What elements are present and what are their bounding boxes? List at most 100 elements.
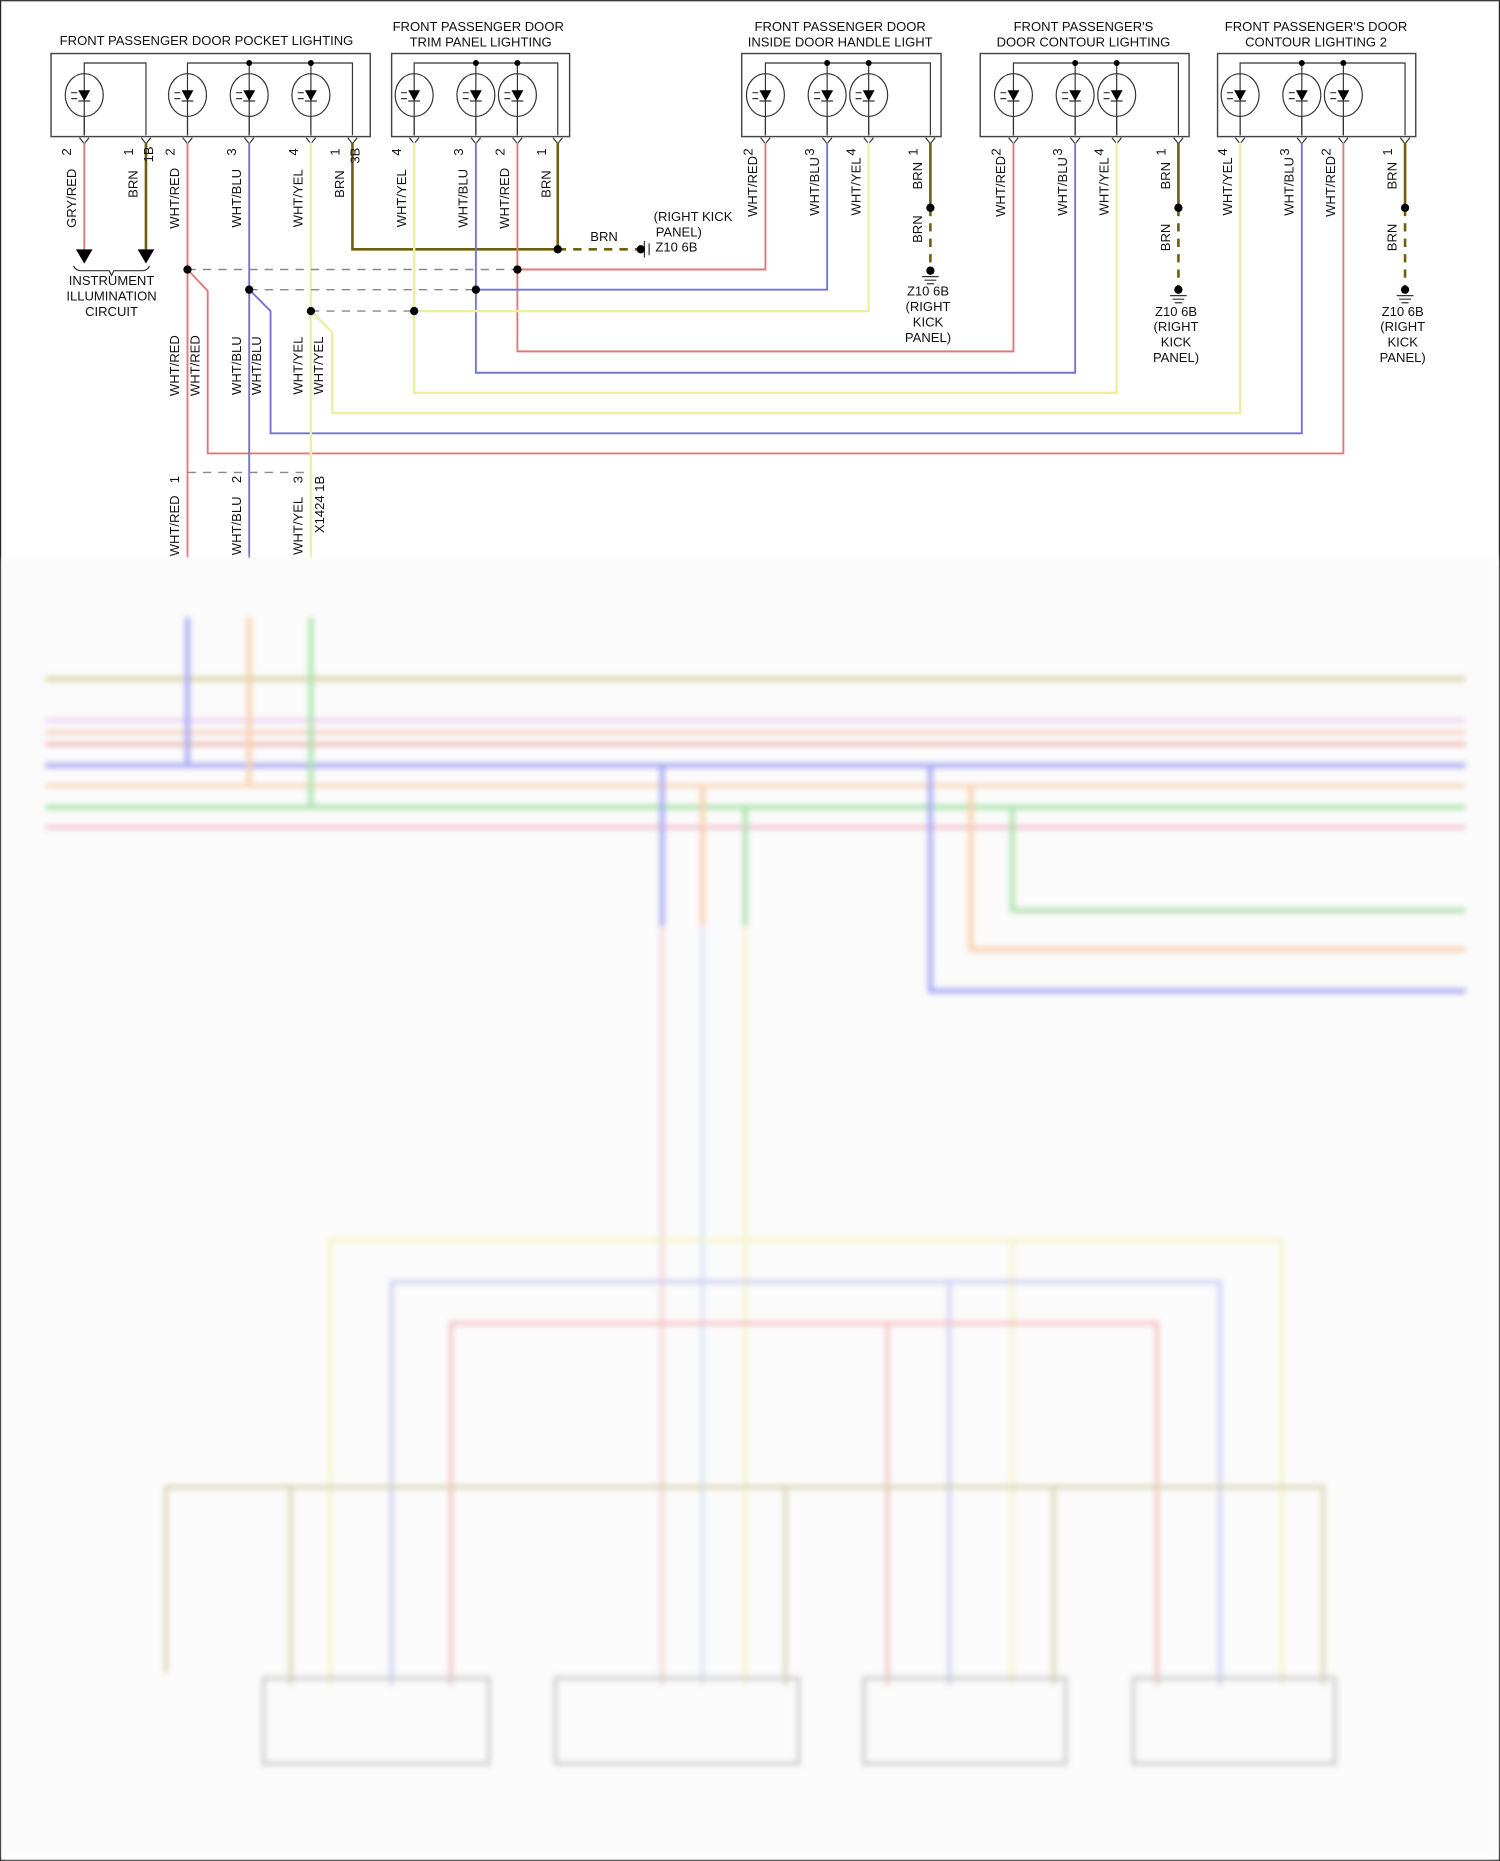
svg-text:WHT/BLU: WHT/BLU [456,169,471,228]
component-box-1 [390,52,571,145]
trim-labels: 4 3 2 1 WHT/YEL WHT/BLU WHT/RED BRN BRN … [389,148,733,254]
led-icon [745,73,786,136]
ground-icon [1170,285,1187,304]
pin-number: 2 [988,148,1003,155]
ground-label: (RIGHT [1154,319,1199,334]
svg-text:3: 3 [291,476,306,483]
led-icon [394,73,434,136]
wire-label: WHT/YEL [1220,157,1235,215]
svg-text:PANEL): PANEL) [656,224,702,239]
ground-label: PANEL) [1153,350,1199,365]
ground-label: (RIGHT [906,299,951,314]
svg-text:4: 4 [286,148,301,155]
wire-label: WHT/YEL [1096,157,1111,215]
led-icon [497,73,537,136]
wires [73,142,1407,558]
ground-symbols [922,266,1414,304]
svg-text:WHT/YEL: WHT/YEL [394,169,409,227]
component-boxes [50,52,1417,145]
svg-text:1: 1 [534,148,549,155]
svg-text:2: 2 [229,476,244,483]
led-icon [993,73,1034,136]
svg-text:WHT/RED: WHT/RED [167,335,182,396]
svg-text:BRN: BRN [332,170,347,198]
pin-number: 1 [1380,148,1395,155]
svg-text:1: 1 [121,148,136,155]
wire-label: WHT/RED [1323,156,1338,217]
svg-text:ILLUMINATION: ILLUMINATION [66,288,156,303]
ground-label: (RIGHT [1380,319,1425,334]
ground-label: Z10 6B [1155,304,1197,319]
pin-number: 2 [740,148,755,155]
pocket-labels: 2 1 1B 2 3 4 1 3B GRY/RED BRN WHT/RED WH… [59,146,362,229]
svg-text:1: 1 [167,476,182,483]
ground-label: KICK [1387,335,1418,350]
svg-text:BRN: BRN [590,229,618,244]
pin-number: 2 [1318,148,1333,155]
ground-label: PANEL) [905,330,951,345]
ground-label: KICK [1161,335,1192,350]
title-handle-2: INSIDE DOOR HANDLE LIGHT [748,34,933,49]
led-icon [229,73,269,136]
branch-labels: WHT/RED WHT/RED WHT/BLU WHT/BLU WHT/YEL … [167,335,326,396]
svg-text:WHT/RED: WHT/RED [167,495,182,556]
svg-text:BRN: BRN [126,170,141,198]
wire-label: WHT/BLU [1055,157,1070,216]
wire-label: WHT/BLU [1282,157,1297,216]
svg-text:WHT/YEL: WHT/YEL [291,169,306,227]
wire-label: WHT/YEL [848,157,863,215]
svg-text:WHT/BLU: WHT/BLU [229,169,244,228]
svg-text:CIRCUIT: CIRCUIT [85,304,138,319]
wire-label: BRN [1385,162,1400,190]
title-trim-panel-1: FRONT PASSENGER DOOR [393,19,564,34]
svg-text:(RIGHT KICK: (RIGHT KICK [654,209,733,224]
svg-text:1: 1 [327,148,342,155]
component-titles: FRONT PASSENGER DOOR POCKET LIGHTING FRO… [60,19,1408,49]
svg-text:X1424 1B: X1424 1B [312,476,327,534]
led-icon [291,73,331,136]
title-trim-panel-2: TRIM PANEL LIGHTING [410,34,552,49]
svg-text:2: 2 [492,148,507,155]
svg-text:2: 2 [59,148,74,155]
ground-icon [922,266,939,285]
led-icon [64,73,104,136]
ground-label: Z10 6B [1382,304,1424,319]
svg-text:4: 4 [389,148,404,155]
svg-text:Z10 6B: Z10 6B [655,240,697,255]
pin-number: 3 [802,148,817,155]
title-handle-1: FRONT PASSENGER DOOR [755,19,926,34]
ground-label: Z10 6B [907,284,949,299]
led-icon [1282,73,1322,136]
svg-text:WHT/RED: WHT/RED [167,168,182,229]
svg-text:WHT/BLU: WHT/BLU [229,496,244,555]
component-box-3 [979,52,1190,145]
led-icon [1055,73,1095,136]
pin-number: 3 [1050,148,1065,155]
instrument-illumination-label: INSTRUMENT ILLUMINATION CIRCUIT [66,273,156,319]
svg-text:WHT/BLU: WHT/BLU [249,336,264,395]
connector-x1424: 1 2 3 X1424 1B WHT/RED WHT/BLU WHT/YEL [167,476,327,557]
svg-text:WHT/YEL: WHT/YEL [311,337,326,395]
svg-text:GRY/RED: GRY/RED [64,169,79,228]
svg-text:3: 3 [451,148,466,155]
wire-label: WHT/RED [993,156,1008,217]
svg-text:WHT/YEL: WHT/YEL [291,497,306,555]
title-contour2-1: FRONT PASSENGER'S DOOR [1225,19,1408,34]
led-icon [849,73,889,136]
svg-text:2: 2 [162,148,177,155]
ground-icon [1396,285,1414,304]
pin-number: 1 [1153,148,1168,155]
svg-text:WHT/YEL: WHT/YEL [291,337,306,395]
wire-label: WHT/BLU [807,157,822,216]
ground-label: PANEL) [1380,350,1426,365]
led-icon [807,73,847,136]
svg-text:BRN: BRN [539,170,554,198]
led-icon [456,73,496,136]
svg-text:INSTRUMENT: INSTRUMENT [69,273,155,288]
svg-text:WHT/RED: WHT/RED [187,335,202,396]
led-icon [167,73,208,136]
led-icon [1097,73,1137,136]
pin-number: 4 [1215,148,1230,155]
